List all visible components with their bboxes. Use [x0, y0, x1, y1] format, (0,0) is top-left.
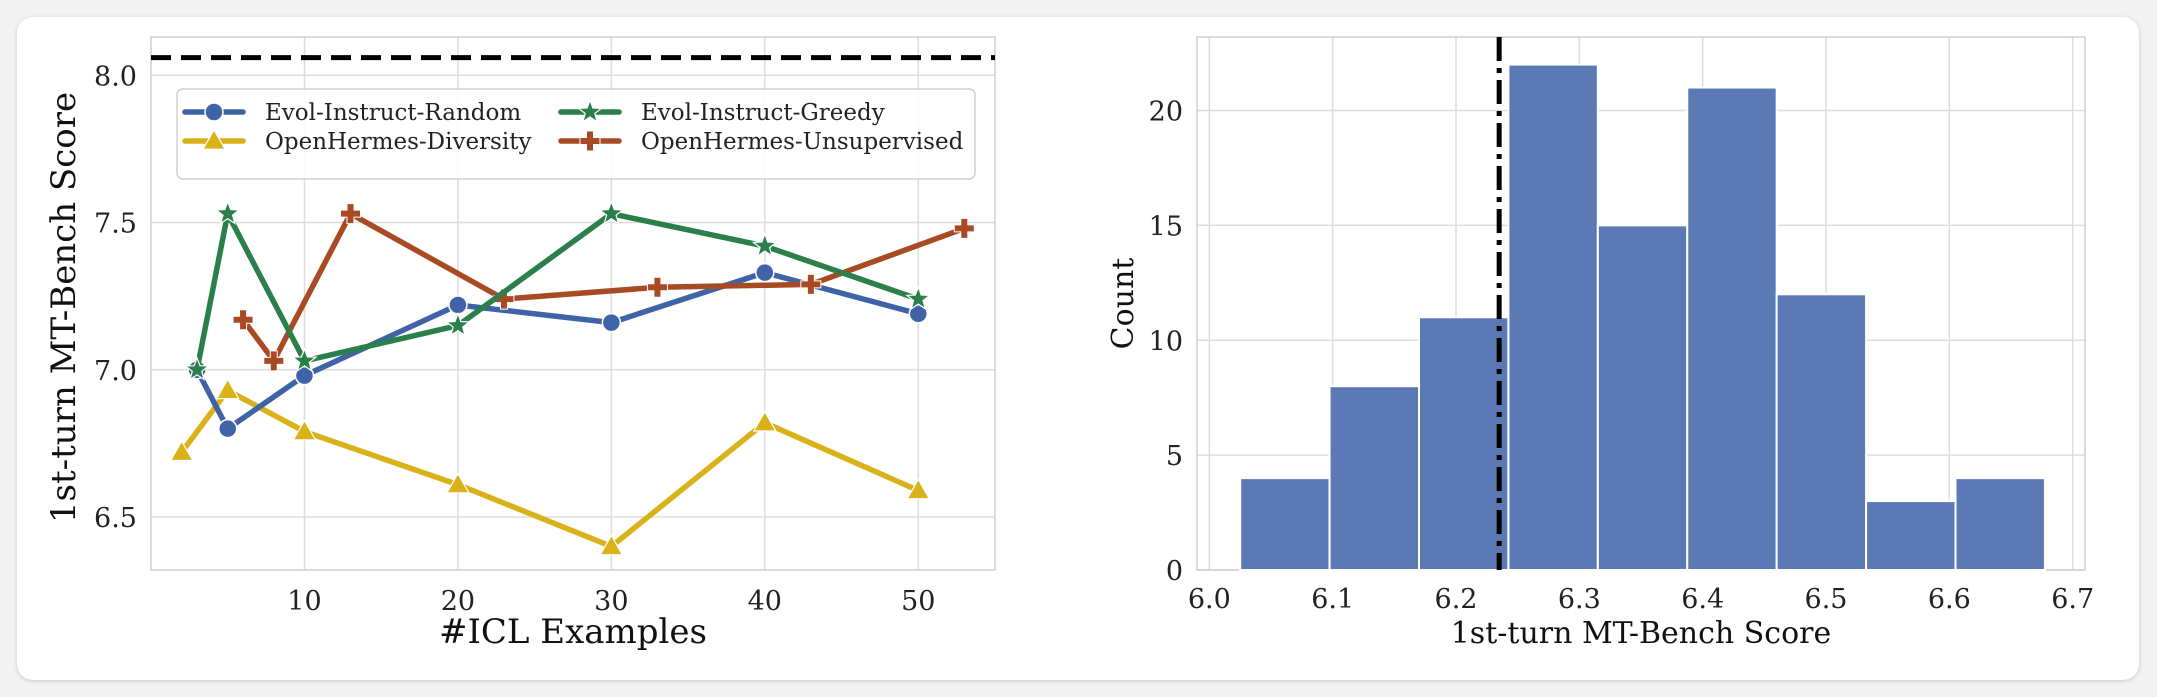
histogram-bar: [1775, 293, 1868, 571]
legend-label-openhermes-diversity: OpenHermes-Diversity: [265, 129, 531, 155]
series-line-openhermes-unsupervised: [240, 210, 968, 364]
x-tick-label: 6.3: [1558, 584, 1601, 615]
x-tick-label: 40: [748, 586, 782, 617]
x-tick-label: 6.1: [1311, 584, 1354, 615]
legend-label-evol-instruct-greedy: Evol-Instruct-Greedy: [641, 100, 885, 126]
figure-card: 10 20 30 40 50 6.5 7.0 7.5 8.0 #ICL Examples 1st-t…: [17, 17, 2139, 680]
data-point-evol-instruct-random: [217, 418, 238, 439]
histogram-bar: [1418, 316, 1510, 571]
x-tick-label: 6.0: [1188, 584, 1231, 615]
histogram-bar: [1686, 86, 1778, 572]
data-point-openhermes-unsupervised: [339, 203, 361, 225]
histogram-bars: [1239, 63, 2046, 572]
data-point-evol-instruct-greedy: [444, 311, 471, 337]
x-tick-label: 6.2: [1435, 584, 1478, 615]
data-point-evol-instruct-greedy: [598, 199, 625, 225]
plot-frame: [150, 36, 996, 571]
histogram-bar: [1239, 477, 1331, 572]
data-point-openhermes-unsupervised: [232, 309, 254, 331]
data-point-openhermes-unsupervised: [800, 273, 822, 295]
x-axis-label: #ICL Examples: [439, 612, 707, 652]
data-point-openhermes-diversity: [292, 419, 317, 441]
y-tick-label: 8.0: [94, 61, 137, 92]
data-point-openhermes-diversity: [169, 440, 194, 462]
data-point-evol-instruct-greedy: [214, 199, 241, 225]
y-tick-label: 15: [1149, 211, 1183, 242]
x-tick-label: 6.7: [2051, 584, 2094, 615]
series-openhermes-unsupervised: [232, 203, 975, 372]
data-point-evol-instruct-random: [755, 262, 775, 283]
histogram-bar: [1328, 385, 1420, 572]
y-tick-label: 7.0: [94, 356, 137, 387]
y-axis-label: Count: [1106, 258, 1141, 350]
y-tick-label: 7.5: [94, 209, 137, 240]
data-point-openhermes-diversity: [906, 478, 931, 500]
x-tick-label: 6.6: [1928, 584, 1971, 615]
data-point-openhermes-unsupervised: [953, 217, 975, 239]
x-tick-label: 10: [287, 586, 321, 617]
data-point-openhermes-unsupervised: [646, 276, 668, 298]
legend-marker-evol-instruct-greedy: [576, 98, 604, 124]
x-tick-label: 30: [594, 586, 628, 617]
data-point-openhermes-diversity: [752, 410, 777, 432]
data-point-evol-instruct-greedy: [905, 285, 932, 311]
data-point-openhermes-diversity: [445, 472, 470, 494]
legend-marker-openhermes-unsupervised: [579, 130, 601, 152]
legend-box: [176, 88, 976, 180]
y-tick-label: 20: [1149, 97, 1183, 128]
series-evol-instruct-greedy: [183, 199, 932, 381]
y-tick-label: 10: [1149, 326, 1183, 357]
legend-label-openhermes-unsupervised: OpenHermes-Unsupervised: [641, 129, 964, 155]
y-axis-label: 1st-turn MT-Bench Score: [44, 92, 84, 523]
x-tick-label: 20: [441, 586, 475, 617]
legend-marker-openhermes-diversity: [201, 128, 227, 150]
data-point-evol-instruct-random: [448, 295, 468, 315]
data-point-evol-instruct-greedy: [291, 347, 318, 373]
data-point-openhermes-diversity: [215, 378, 240, 400]
x-axis-label: 1st-turn MT-Bench Score: [1451, 616, 1832, 651]
y-tick-label: 5: [1166, 441, 1183, 472]
histogram-mt-bench-score: 6.0 6.1 6.2 6.3 6.4 6.5 6.6 6.7 0 5 10 15 20 1st-turn…: [1106, 36, 2094, 651]
data-point-evol-instruct-greedy: [183, 356, 211, 381]
y-tick-label: 0: [1166, 556, 1183, 587]
histogram-bar: [1954, 477, 2046, 572]
x-tick-label: 50: [901, 586, 935, 617]
x-tick-label: 6.5: [1805, 584, 1848, 615]
histogram-bar: [1596, 224, 1689, 571]
data-point-evol-instruct-random: [601, 312, 622, 333]
legend-label-evol-instruct-random: Evol-Instruct-Random: [265, 100, 521, 126]
x-tick-label: 6.4: [1681, 584, 1724, 615]
data-point-openhermes-unsupervised: [263, 350, 285, 372]
histogram-bar: [1507, 63, 1599, 571]
data-point-openhermes-unsupervised: [493, 288, 515, 310]
data-point-openhermes-diversity: [599, 534, 624, 556]
histogram-bar: [1865, 500, 1957, 571]
series-openhermes-diversity: [169, 378, 931, 556]
series-line-openhermes-diversity: [178, 387, 922, 550]
legend: Evol-Instruct-Random Evol-Instruct-Greedy…: [176, 88, 976, 180]
legend-marker-evol-instruct-random: [204, 102, 224, 122]
line-chart-icl-examples: 10 20 30 40 50 6.5 7.0 7.5 8.0 #ICL Examples 1st-t…: [44, 36, 996, 652]
data-point-evol-instruct-greedy: [751, 232, 778, 258]
y-tick-label: 6.5: [94, 503, 137, 534]
